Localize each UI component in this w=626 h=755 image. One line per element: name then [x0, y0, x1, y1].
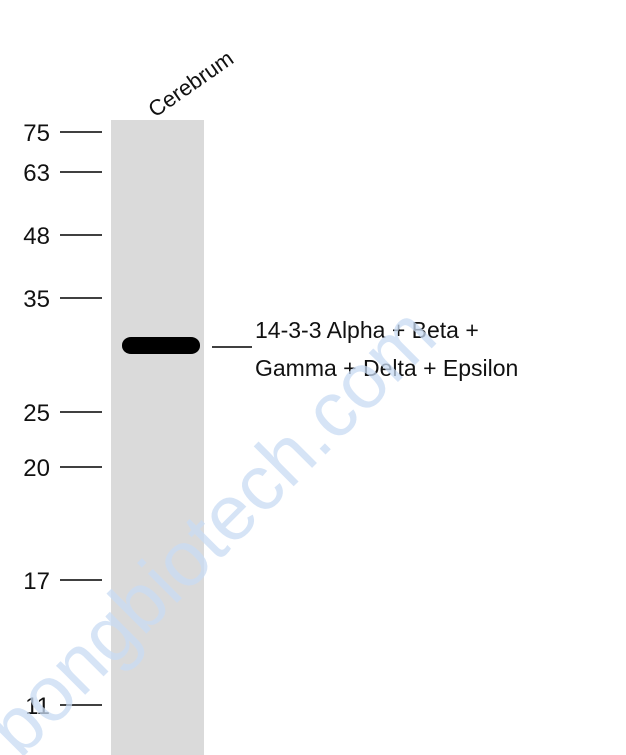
- marker-label: 25: [23, 400, 50, 427]
- marker-label: 20: [23, 455, 50, 482]
- marker-label: 11: [25, 693, 50, 720]
- marker-label: 35: [23, 286, 50, 313]
- marker-label: 17: [23, 568, 50, 595]
- band-label: 14-3-3 Alpha + Beta +: [255, 317, 479, 343]
- marker-label: 75: [23, 120, 50, 147]
- watermark: bongbiotech.com: [0, 290, 452, 755]
- band-label: Gamma + Delta + Epsilon: [255, 355, 518, 381]
- lane: [111, 120, 204, 755]
- marker-label: 63: [23, 160, 50, 187]
- lane-label: Cerebrum: [144, 46, 238, 123]
- marker-label: 48: [23, 223, 50, 250]
- marker-ladder: 75 63 48 35 25 20 17 11: [23, 120, 102, 720]
- band: [122, 337, 200, 354]
